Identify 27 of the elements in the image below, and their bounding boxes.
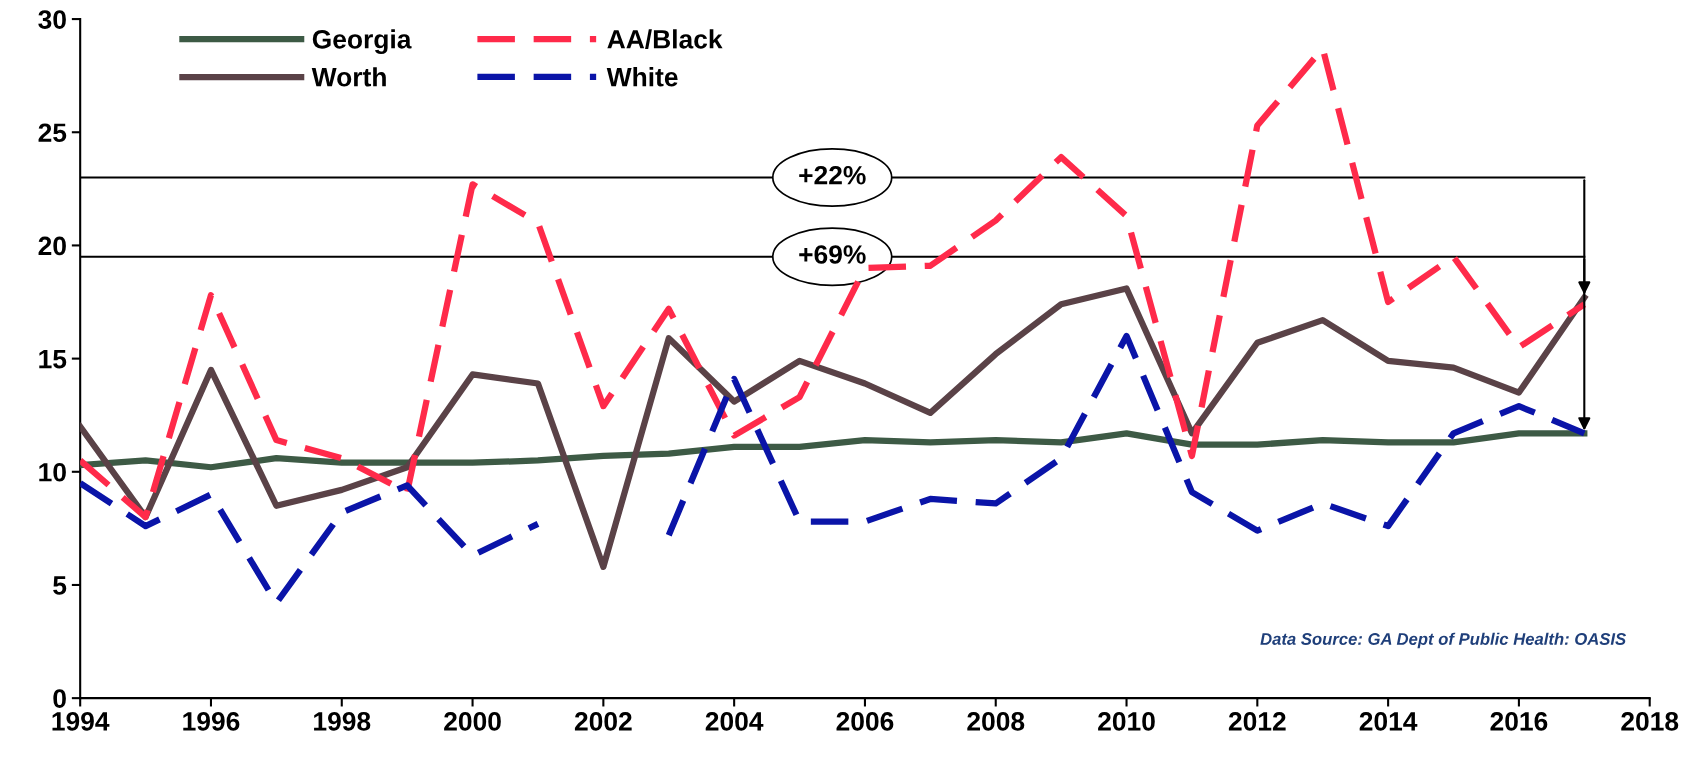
legend-label: Georgia <box>312 29 412 54</box>
x-tick-label: 2004 <box>705 712 764 731</box>
y-tick-label: 20 <box>38 236 66 256</box>
y-tick-label: 0 <box>53 689 66 708</box>
x-tick-label: 2014 <box>1359 712 1418 731</box>
x-tick-label: 2010 <box>1098 712 1155 731</box>
annotation: Data Source: GA Dept of Public Health: OASIS <box>1260 632 1627 649</box>
x-tick-label: 2006 <box>836 712 894 731</box>
legend-label: AA/Black <box>607 29 723 49</box>
legend-label: Worth <box>311 67 386 87</box>
annotation: +22% <box>799 165 866 185</box>
y-tick-label: 25 <box>38 123 67 143</box>
x-tick-label: 1998 <box>314 712 371 731</box>
x-tick-label: 2000 <box>444 712 501 731</box>
y-tick-label: 5 <box>53 576 67 595</box>
x-tick-label: 2016 <box>1490 712 1548 731</box>
x-tick-label: 1996 <box>183 712 240 731</box>
y-tick-label: 15 <box>39 350 67 369</box>
x-tick-label: 2008 <box>967 712 1025 731</box>
y-tick-label: 30 <box>38 10 66 29</box>
y-tick-label: 10 <box>39 462 66 482</box>
x-tick-label: 2018 <box>1621 712 1679 731</box>
legend-label: White <box>606 67 678 87</box>
x-tick-label: 2002 <box>574 712 632 731</box>
x-tick-label: 1994 <box>52 712 110 731</box>
x-tick-label: 2012 <box>1228 712 1286 731</box>
annotation: +69% <box>799 245 866 264</box>
